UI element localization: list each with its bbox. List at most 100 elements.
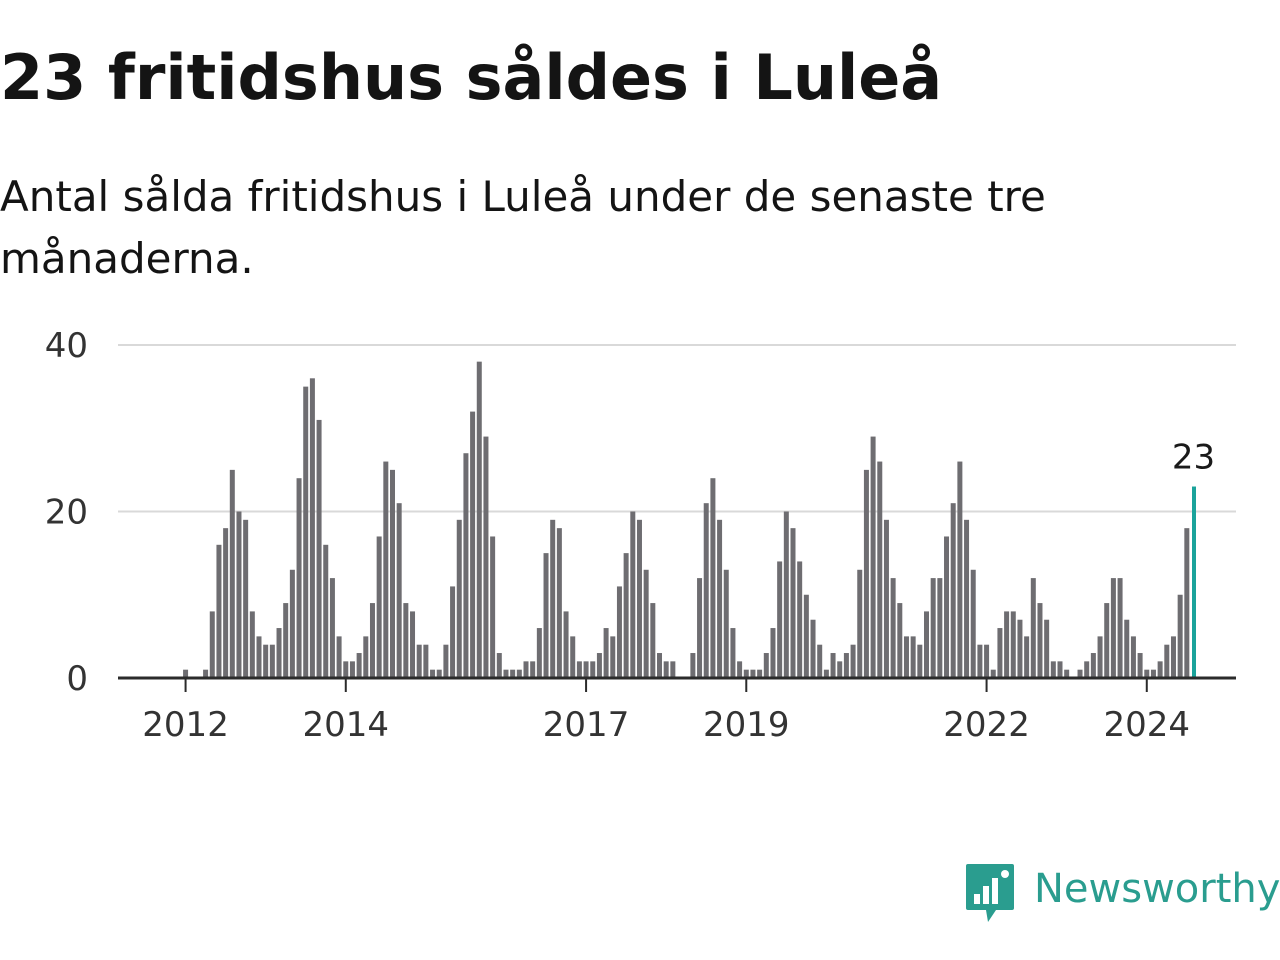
bar [249,611,255,678]
bar [830,653,836,678]
bar [883,519,889,678]
bar [616,586,622,678]
bar [1144,669,1150,678]
bar [1064,669,1070,678]
bar [717,519,723,678]
bar [917,644,923,678]
bar [369,603,375,678]
bar [303,386,309,678]
bar [723,569,729,678]
bar [897,603,903,678]
bar [843,653,849,678]
bar [790,528,796,678]
y-tick-label: 40 [45,326,88,366]
bar [857,569,863,678]
bar [636,519,642,678]
bar [903,636,909,678]
bar [924,611,929,678]
bar [663,661,669,678]
bar [416,644,422,678]
chart-title: 23 fritidshus såldes i Luleå [0,41,943,114]
bar [803,594,809,678]
bar [870,436,876,678]
bar [423,644,429,678]
bar [443,644,449,678]
bar [877,461,883,678]
bar [536,628,542,678]
bar [1017,619,1023,678]
brand-logo: Newsworthy [964,862,1280,928]
bar [483,436,489,678]
bar [543,553,549,678]
bar [797,561,803,678]
bar [383,461,389,678]
bar [596,653,602,678]
bar [243,519,249,678]
bar [630,511,636,678]
bar [690,653,696,678]
bar [363,636,369,678]
bar [1184,528,1190,678]
bar [403,603,409,678]
bar [283,603,289,678]
bar [470,411,476,678]
bar [964,519,970,678]
bar [730,628,736,678]
bar [570,636,576,678]
bar [757,669,763,678]
bar [1030,578,1036,678]
bar [356,653,362,678]
bar [623,553,629,678]
bar-chart: 0 20 40 2012 2014 2017 2019 2022 2024 23 [45,326,1236,745]
bar [229,469,235,678]
bar [810,619,816,678]
bar [1057,661,1063,678]
bar [343,661,349,678]
bar [456,519,462,678]
bar [670,661,676,678]
bar [763,653,769,678]
bar [1077,669,1083,678]
bar [823,669,829,678]
bar [209,611,215,678]
bar [430,669,436,678]
y-tick-label: 0 [66,659,88,699]
bar [1084,661,1090,678]
bar [516,669,522,678]
bar [977,644,983,678]
bar [737,661,743,678]
bar [850,644,856,678]
bar [336,636,342,678]
bar [296,478,302,678]
bar [783,511,789,678]
bar [837,661,843,678]
bar [697,578,703,678]
bar [463,453,469,678]
bar [329,578,335,678]
bar [1137,653,1143,678]
bar [603,628,609,678]
x-tick-label: 2012 [142,705,229,745]
bar [650,603,656,678]
bar [950,503,956,678]
bar [710,478,716,678]
bar [1130,636,1136,678]
bar [970,569,976,678]
bar [583,661,589,678]
newsworthy-logo-icon [966,864,1014,922]
bar [1050,661,1056,678]
bar [576,661,582,678]
y-tick-label: 20 [45,493,88,533]
bar [269,644,275,678]
bar [236,511,242,678]
x-tick-label: 2017 [543,705,630,745]
x-tick-label: 2024 [1104,705,1191,745]
bar [743,669,749,678]
bar [937,578,943,678]
bar [410,611,416,678]
bar [1097,636,1103,678]
bar [1157,661,1163,678]
bar [703,503,709,678]
bar [450,586,456,678]
bar [183,669,189,678]
